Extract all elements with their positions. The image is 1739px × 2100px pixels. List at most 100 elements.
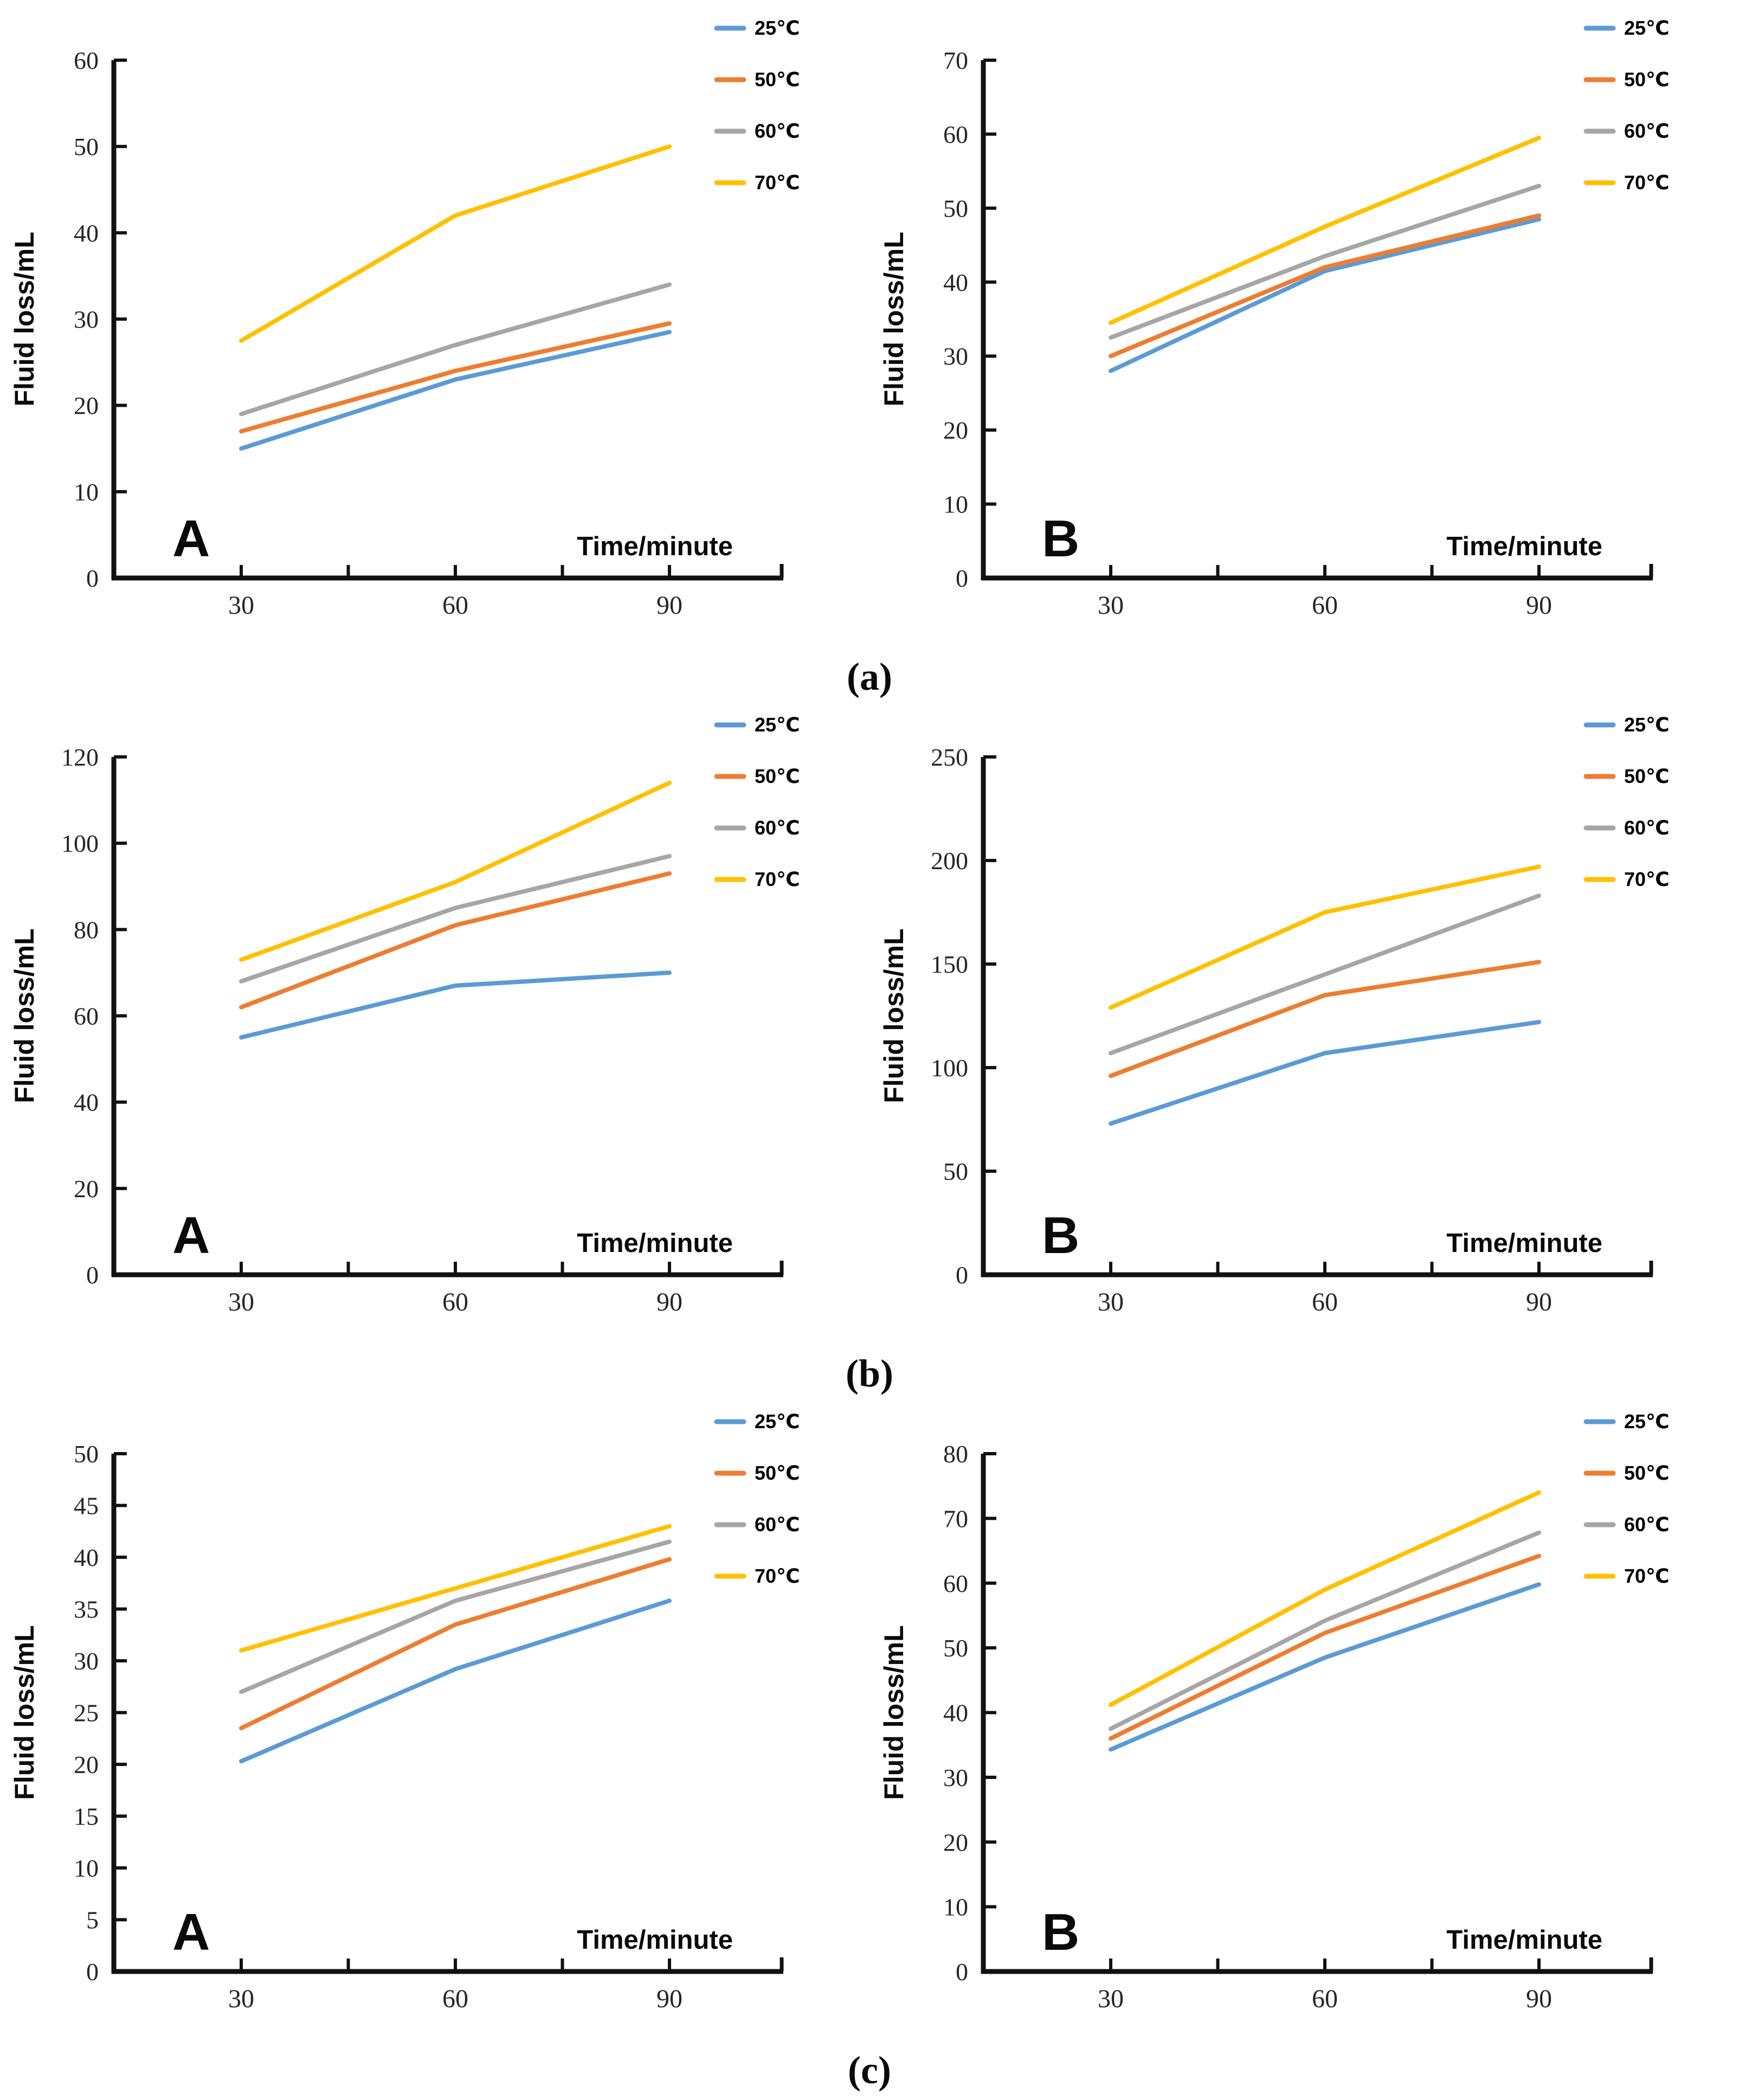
x-tick-label: 90 xyxy=(1526,1985,1552,2013)
caption-a: (a) xyxy=(847,655,892,698)
series-line-25C xyxy=(239,1598,672,1764)
y-tick-label: 0 xyxy=(956,564,968,592)
series-line-25C xyxy=(1109,1582,1541,1752)
legend-label-25C: 25℃ xyxy=(1624,17,1670,39)
y-tick-label: 30 xyxy=(943,1764,968,1791)
chart-panel-c-B: 0 10 20 30 40 50 60 70 80 30 60 90 B Time/minute Fluid… xyxy=(870,1397,1739,2047)
legend-label-50C: 50℃ xyxy=(1624,1462,1670,1484)
caption-b: (b) xyxy=(846,1352,893,1395)
y-tick-label: 50 xyxy=(943,1158,968,1185)
y-tick-label: 40 xyxy=(74,1544,99,1571)
y-tick-label: 0 xyxy=(956,1261,968,1289)
y-tick-label: 60 xyxy=(74,1003,99,1030)
series-line-25C xyxy=(1109,217,1541,373)
series-line-70C xyxy=(1109,136,1541,325)
y-tick-label: 50 xyxy=(74,133,99,160)
series-line-60C xyxy=(239,282,672,416)
legend-label-50C: 50℃ xyxy=(755,1462,800,1484)
y-tick-label: 20 xyxy=(943,1828,968,1856)
x-axis-title: Time/minute xyxy=(577,1925,733,1955)
chart-row-c: 0 5 10 15 20 25 30 35 40 45 50 30 60 90 A Time/minute Fl… xyxy=(0,1397,1739,2047)
y-axis-title: Fluid loss/mL xyxy=(9,1625,40,1800)
series-line-25C xyxy=(239,970,672,1040)
caption-row-a: (a) xyxy=(0,654,1739,700)
y-tick-label: 50 xyxy=(943,195,968,222)
x-tick-label: 60 xyxy=(1312,1985,1338,2013)
legend-label-25C: 25℃ xyxy=(755,1410,800,1433)
x-tick-label: 30 xyxy=(1098,1985,1124,2013)
y-tick-label: 25 xyxy=(74,1699,99,1727)
legend-label-60C: 60℃ xyxy=(1624,120,1670,142)
series-line-70C xyxy=(239,780,672,962)
y-axis-title: Fluid loss/mL xyxy=(9,928,40,1103)
y-tick-label: 10 xyxy=(74,1854,99,1882)
chart-a-B-svg: 0 10 20 30 40 50 60 70 30 60 90 B Time/minute Fluid l… xyxy=(879,17,1670,620)
legend-label-60C: 60℃ xyxy=(1624,1513,1670,1536)
y-axis-title: Fluid loss/mL xyxy=(9,232,40,406)
y-tick-label: 70 xyxy=(943,47,968,74)
x-tick-label: 30 xyxy=(1098,1288,1124,1316)
series-line-25C xyxy=(1109,1019,1541,1126)
x-axis-title: Time/minute xyxy=(1446,1229,1602,1258)
series-line-25C xyxy=(239,330,672,451)
y-tick-label: 100 xyxy=(61,830,99,857)
chart-c-B-svg: 0 10 20 30 40 50 60 70 80 30 60 90 B Time/minute Fluid… xyxy=(879,1410,1670,2013)
chart-panel-b-A: 0 20 40 60 80 100 120 30 60 90 A Time/minute Fluid l… xyxy=(0,700,870,1351)
y-tick-label: 60 xyxy=(74,47,99,74)
y-tick-label: 20 xyxy=(74,1751,99,1778)
y-tick-label: 5 xyxy=(86,1906,99,1934)
y-tick-label: 100 xyxy=(931,1054,968,1082)
x-tick-label: 60 xyxy=(1312,1288,1338,1316)
chart-panel-a-A: 0 10 20 30 40 50 60 30 60 90 A Time/minute Fluid los… xyxy=(0,3,870,654)
series-line-70C xyxy=(1109,864,1541,1010)
chart-b-A-svg: 0 20 40 60 80 100 120 30 60 90 A Time/minute Fluid l… xyxy=(9,714,800,1316)
legend-label-70C: 70℃ xyxy=(755,1565,800,1587)
panel-letter: A xyxy=(172,510,210,568)
x-tick-label: 30 xyxy=(228,1985,254,2013)
y-axis-title: Fluid loss/mL xyxy=(879,232,909,406)
chart-panel-a-B: 0 10 20 30 40 50 60 70 30 60 90 B Time/minute Fluid l… xyxy=(870,3,1739,654)
x-tick-label: 30 xyxy=(228,591,254,620)
y-tick-label: 60 xyxy=(943,120,968,148)
chart-row-b: 0 20 40 60 80 100 120 30 60 90 A Time/minute Fluid l… xyxy=(0,700,1739,1351)
x-tick-label: 90 xyxy=(1526,1288,1552,1316)
y-tick-label: 20 xyxy=(943,416,968,444)
legend-label-25C: 25℃ xyxy=(1624,714,1670,736)
series-line-60C xyxy=(1109,893,1541,1056)
y-tick-label: 20 xyxy=(74,392,99,420)
chart-row-a: 0 10 20 30 40 50 60 30 60 90 A Time/minute Fluid los… xyxy=(0,3,1739,654)
y-axis-title: Fluid loss/mL xyxy=(879,1625,909,1800)
x-axis-title: Time/minute xyxy=(1446,1925,1602,1955)
legend-label-70C: 70℃ xyxy=(755,171,800,194)
series-line-60C xyxy=(1109,183,1541,340)
caption-row-c: (c) xyxy=(0,2047,1739,2093)
series-line-50C xyxy=(1109,960,1541,1078)
y-tick-label: 150 xyxy=(931,951,968,978)
series-line-60C xyxy=(239,854,672,984)
chart-panel-b-B: 0 50 100 150 200 250 30 60 90 B Time/minute Fluid l… xyxy=(870,700,1739,1351)
legend-label-50C: 50℃ xyxy=(755,765,800,787)
series-line-50C xyxy=(1109,213,1541,358)
legend-label-70C: 70℃ xyxy=(755,868,800,890)
y-tick-label: 60 xyxy=(943,1570,968,1597)
panel-letter: A xyxy=(172,1903,210,1961)
series-line-70C xyxy=(1109,1490,1541,1707)
y-tick-label: 250 xyxy=(931,743,968,771)
y-tick-label: 0 xyxy=(86,1261,99,1289)
legend-label-50C: 50℃ xyxy=(1624,765,1670,787)
y-tick-label: 0 xyxy=(956,1958,968,1986)
y-tick-label: 10 xyxy=(74,478,99,506)
x-axis-title: Time/minute xyxy=(577,532,733,561)
y-tick-label: 200 xyxy=(931,847,968,875)
legend-label-70C: 70℃ xyxy=(1624,1565,1670,1587)
x-tick-label: 90 xyxy=(1526,591,1552,620)
y-tick-label: 50 xyxy=(943,1634,968,1662)
y-tick-label: 80 xyxy=(943,1440,968,1468)
x-tick-label: 60 xyxy=(442,591,468,620)
y-tick-label: 40 xyxy=(74,219,99,247)
series-line-50C xyxy=(239,321,672,434)
chart-panel-c-A: 0 5 10 15 20 25 30 35 40 45 50 30 60 90 A Time/minute Fl… xyxy=(0,1397,870,2047)
y-axis-title: Fluid loss/mL xyxy=(879,928,909,1103)
legend-label-50C: 50℃ xyxy=(755,68,800,91)
